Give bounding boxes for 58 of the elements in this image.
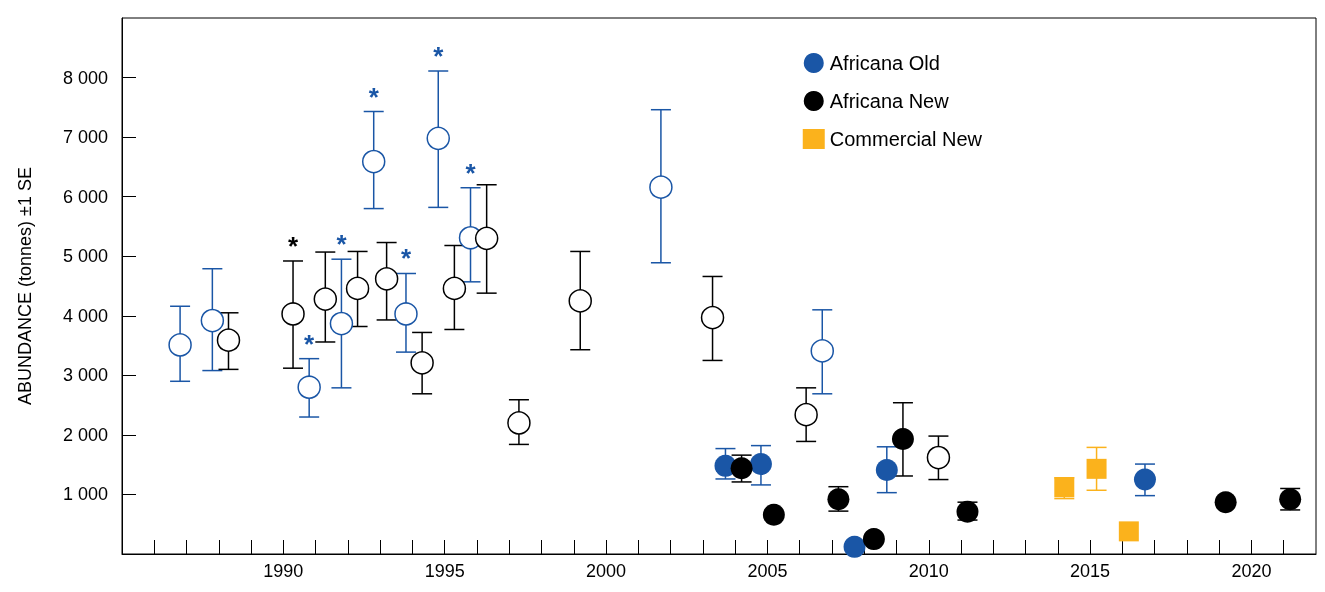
- point: [862, 528, 885, 551]
- x-tick-label: 2005: [747, 561, 788, 581]
- point: [1118, 521, 1139, 542]
- point: [794, 402, 818, 427]
- point: [361, 149, 386, 174]
- legend-label: Commercial New: [829, 128, 983, 150]
- point: [297, 375, 321, 399]
- y-tick-label: 5 000: [62, 246, 108, 267]
- point: [507, 411, 531, 435]
- annotation: *: [304, 328, 316, 359]
- annotation: *: [336, 229, 348, 260]
- point: [749, 453, 772, 476]
- point: [891, 428, 914, 451]
- x-tick-label: 1990: [263, 561, 304, 581]
- x-tick-label: 2015: [1070, 561, 1111, 581]
- point: [281, 302, 305, 326]
- annotation: *: [433, 41, 445, 71]
- annotation: *: [368, 81, 380, 112]
- point: [345, 276, 370, 301]
- y-tick-label: 1 000: [62, 484, 108, 505]
- point: [649, 175, 673, 199]
- point: [926, 445, 951, 470]
- point: [216, 328, 241, 352]
- point: [1086, 458, 1107, 479]
- y-tick-label: 8 000: [62, 67, 108, 88]
- y-tick-label: 7 000: [62, 127, 108, 148]
- point: [568, 289, 592, 313]
- y-tick-label: 6 000: [62, 186, 108, 207]
- point: [843, 535, 866, 558]
- point: [875, 459, 898, 482]
- point: [168, 333, 192, 357]
- point: [200, 308, 225, 333]
- point: [410, 351, 434, 375]
- x-tick-label: 1995: [424, 561, 465, 581]
- point: [810, 339, 835, 363]
- annotation: *: [465, 157, 477, 188]
- point: [426, 126, 450, 151]
- legend-label: Africana New: [829, 90, 950, 112]
- point: [474, 226, 499, 251]
- point: [374, 267, 399, 291]
- y-tick-label: 3 000: [62, 365, 108, 386]
- y-tick-label: 4 000: [62, 305, 108, 326]
- x-tick-label: 2020: [1231, 561, 1272, 581]
- legend-label: Africana Old: [829, 52, 940, 74]
- annotation: *: [287, 230, 299, 261]
- annotation: *: [400, 243, 412, 274]
- x-tick-label: 2000: [586, 561, 627, 581]
- point: [700, 305, 725, 330]
- point: [329, 311, 354, 336]
- point: [1214, 491, 1237, 514]
- y-axis-title: ABUNDANCE (tonnes) ±1 SE: [15, 167, 35, 405]
- y-tick-label: 2 000: [62, 424, 108, 445]
- point: [313, 287, 338, 311]
- x-tick-label: 2010: [908, 561, 949, 581]
- point: [762, 503, 785, 526]
- point: [1133, 468, 1156, 491]
- point: [442, 276, 467, 301]
- point: [394, 302, 418, 326]
